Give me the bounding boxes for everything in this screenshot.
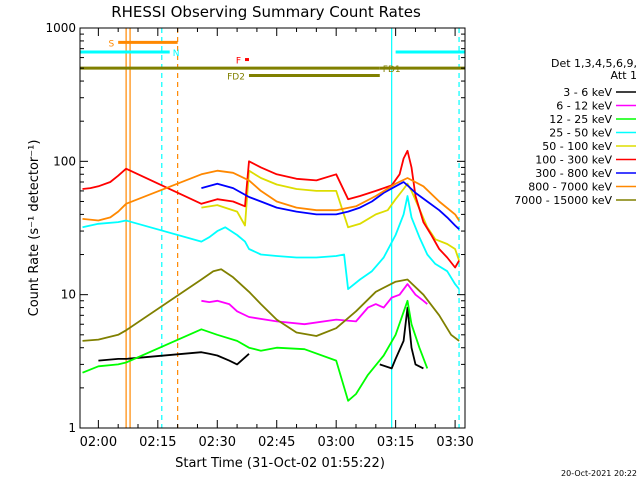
status-bar-label-1: N (173, 49, 180, 59)
plot-frame (79, 27, 466, 429)
series-line-300-800-kev (201, 181, 460, 230)
x-tick-label: 03:30 (436, 435, 473, 450)
status-bar-label-6: FD2 (227, 73, 245, 83)
x-tick-label: 02:45 (258, 435, 295, 450)
y-tick-label: 1000 (45, 21, 76, 35)
x-tick-label: 03:00 (317, 435, 354, 450)
status-bar-label-0: S (108, 39, 114, 49)
legend-label: 12 - 25 keV (549, 113, 612, 126)
y-tick-label: 100 (53, 154, 76, 168)
x-tick-label: 02:00 (80, 435, 117, 450)
series-line-3-6-kev (98, 306, 424, 370)
legend-label: 50 - 100 keV (542, 140, 612, 153)
series-line-100-300-kev (82, 149, 460, 269)
legend-label: 300 - 800 keV (535, 167, 612, 180)
legend-label: 800 - 7000 keV (528, 181, 612, 194)
series-line-800-7000-kev (82, 169, 460, 222)
status-bar-label-4: FD1 (383, 65, 401, 75)
legend-label: 3 - 6 keV (563, 86, 612, 99)
x-tick-label: 02:15 (139, 435, 176, 450)
legend-label: 25 - 50 keV (549, 127, 612, 140)
legend-label: 100 - 300 keV (535, 154, 612, 167)
series-line-6-12-kev (201, 283, 428, 326)
y-tick-label: 10 (61, 288, 76, 302)
series-line-25-50-kev (82, 195, 460, 290)
footer-date: 20-Oct-2021 20:22 (561, 469, 637, 478)
legend-label: 6 - 12 keV (556, 100, 612, 113)
status-bar-label-3: F (236, 57, 241, 67)
series-line-7000-15000-kev (82, 268, 460, 342)
chart-title: RHESSI Observing Summary Count Rates (111, 3, 421, 21)
x-tick-label: 02:30 (199, 435, 236, 450)
y-axis-label: Count Rate (s⁻¹ detector⁻¹) (27, 140, 42, 317)
series-line-12-25-kev (82, 299, 429, 402)
x-axis-label: Start Time (31-Oct-02 01:55:22) (175, 456, 385, 471)
x-tick-label: 03:15 (377, 435, 414, 450)
legend-header: Det 1,3,4,5,6,9, (551, 57, 637, 70)
legend-label: 7000 - 15000 keV (514, 194, 612, 207)
legend-header: Att 1 (611, 69, 637, 82)
y-tick-label: 1 (68, 421, 76, 435)
